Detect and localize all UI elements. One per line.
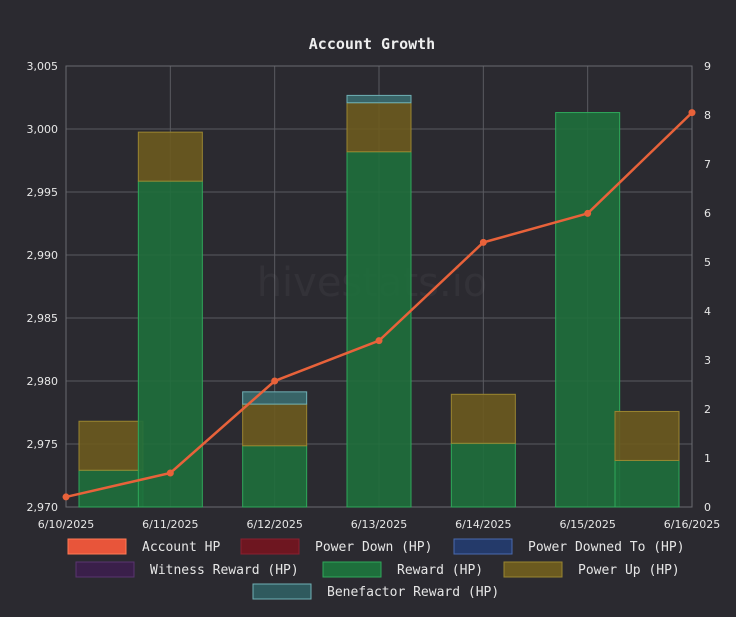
x-axis: 6/10/2025 6/11/2025 6/12/2025 6/13/2025 6/14…: [38, 518, 720, 531]
x-tick-label: 6/12/2025: [246, 518, 302, 531]
x-tick-label: 6/16/2025: [664, 518, 720, 531]
legend-label: Power Downed To (HP): [528, 540, 685, 555]
account-hp-point: [62, 493, 70, 501]
legend-swatch: [75, 561, 135, 578]
legend: Account HP Power Down (HP) Power Downed To…: [67, 538, 685, 600]
legend-swatch: [252, 583, 312, 600]
bar-power-up: [614, 410, 680, 461]
legend-label: Power Up (HP): [578, 563, 680, 578]
legend-label: Reward (HP): [397, 563, 483, 578]
legend-label: Benefactor Reward (HP): [327, 585, 499, 600]
y-right-tick-label: 5: [704, 256, 711, 269]
y-right-tick-label: 2: [704, 403, 711, 416]
y-right-tick-label: 1: [704, 452, 711, 465]
bar-reward: [137, 180, 203, 508]
legend-swatch: [503, 561, 563, 578]
account-hp-point: [271, 377, 279, 385]
y-left-tick-label: 2,990: [27, 249, 59, 262]
bars: [78, 94, 680, 508]
bar-benefactor-reward: [346, 94, 412, 104]
bar-power-up: [137, 131, 203, 182]
y-right-tick-label: 9: [704, 60, 711, 73]
y-left-tick-label: 2,980: [27, 375, 59, 388]
legend-swatch: [322, 561, 382, 578]
y-left-tick-label: 2,995: [27, 186, 59, 199]
account-hp-line: [62, 109, 696, 501]
account-hp-point: [688, 109, 696, 117]
legend-label: Account HP: [142, 540, 220, 555]
account-hp-point: [166, 469, 174, 477]
bar-power-up: [78, 420, 144, 471]
bar-reward: [78, 469, 144, 508]
bar-power-up: [346, 102, 412, 153]
account-hp-point: [584, 209, 592, 217]
account-hp-point: [479, 238, 487, 246]
bar-power-up: [450, 393, 516, 444]
legend-swatch: [453, 538, 513, 555]
legend-label: Power Down (HP): [315, 540, 432, 555]
y-right-tick-label: 3: [704, 354, 711, 367]
y-axis-left: 2,970 2,975 2,980 2,985 2,990 2,995 3,000 3,005: [27, 60, 59, 514]
y-left-tick-label: 3,000: [27, 123, 59, 136]
y-left-tick-label: 2,975: [27, 438, 59, 451]
account-hp-point: [375, 337, 383, 345]
y-right-tick-label: 6: [704, 207, 711, 220]
bar-reward: [346, 151, 412, 508]
y-axis-right: 0 1 2 3 4 5 6 7 8 9: [704, 60, 711, 514]
y-right-tick-label: 0: [704, 501, 711, 514]
legend-swatch: [67, 538, 127, 555]
bar-power-up: [242, 403, 308, 447]
y-right-tick-label: 4: [704, 305, 711, 318]
y-right-tick-label: 8: [704, 109, 711, 122]
x-tick-label: 6/11/2025: [142, 518, 198, 531]
bar-reward: [242, 445, 308, 508]
x-tick-label: 6/14/2025: [455, 518, 511, 531]
y-left-tick-label: 3,005: [27, 60, 59, 73]
y-left-tick-label: 2,970: [27, 501, 59, 514]
x-tick-label: 6/15/2025: [559, 518, 615, 531]
y-right-tick-label: 7: [704, 158, 711, 171]
x-tick-label: 6/13/2025: [351, 518, 407, 531]
bar-reward: [450, 442, 516, 508]
bar-reward: [614, 459, 680, 508]
legend-label: Witness Reward (HP): [150, 563, 299, 578]
legend-swatch: [240, 538, 300, 555]
x-tick-label: 6/10/2025: [38, 518, 94, 531]
chart-title: Account Growth: [309, 35, 435, 53]
bar-reward: [555, 112, 621, 508]
y-left-tick-label: 2,985: [27, 312, 59, 325]
